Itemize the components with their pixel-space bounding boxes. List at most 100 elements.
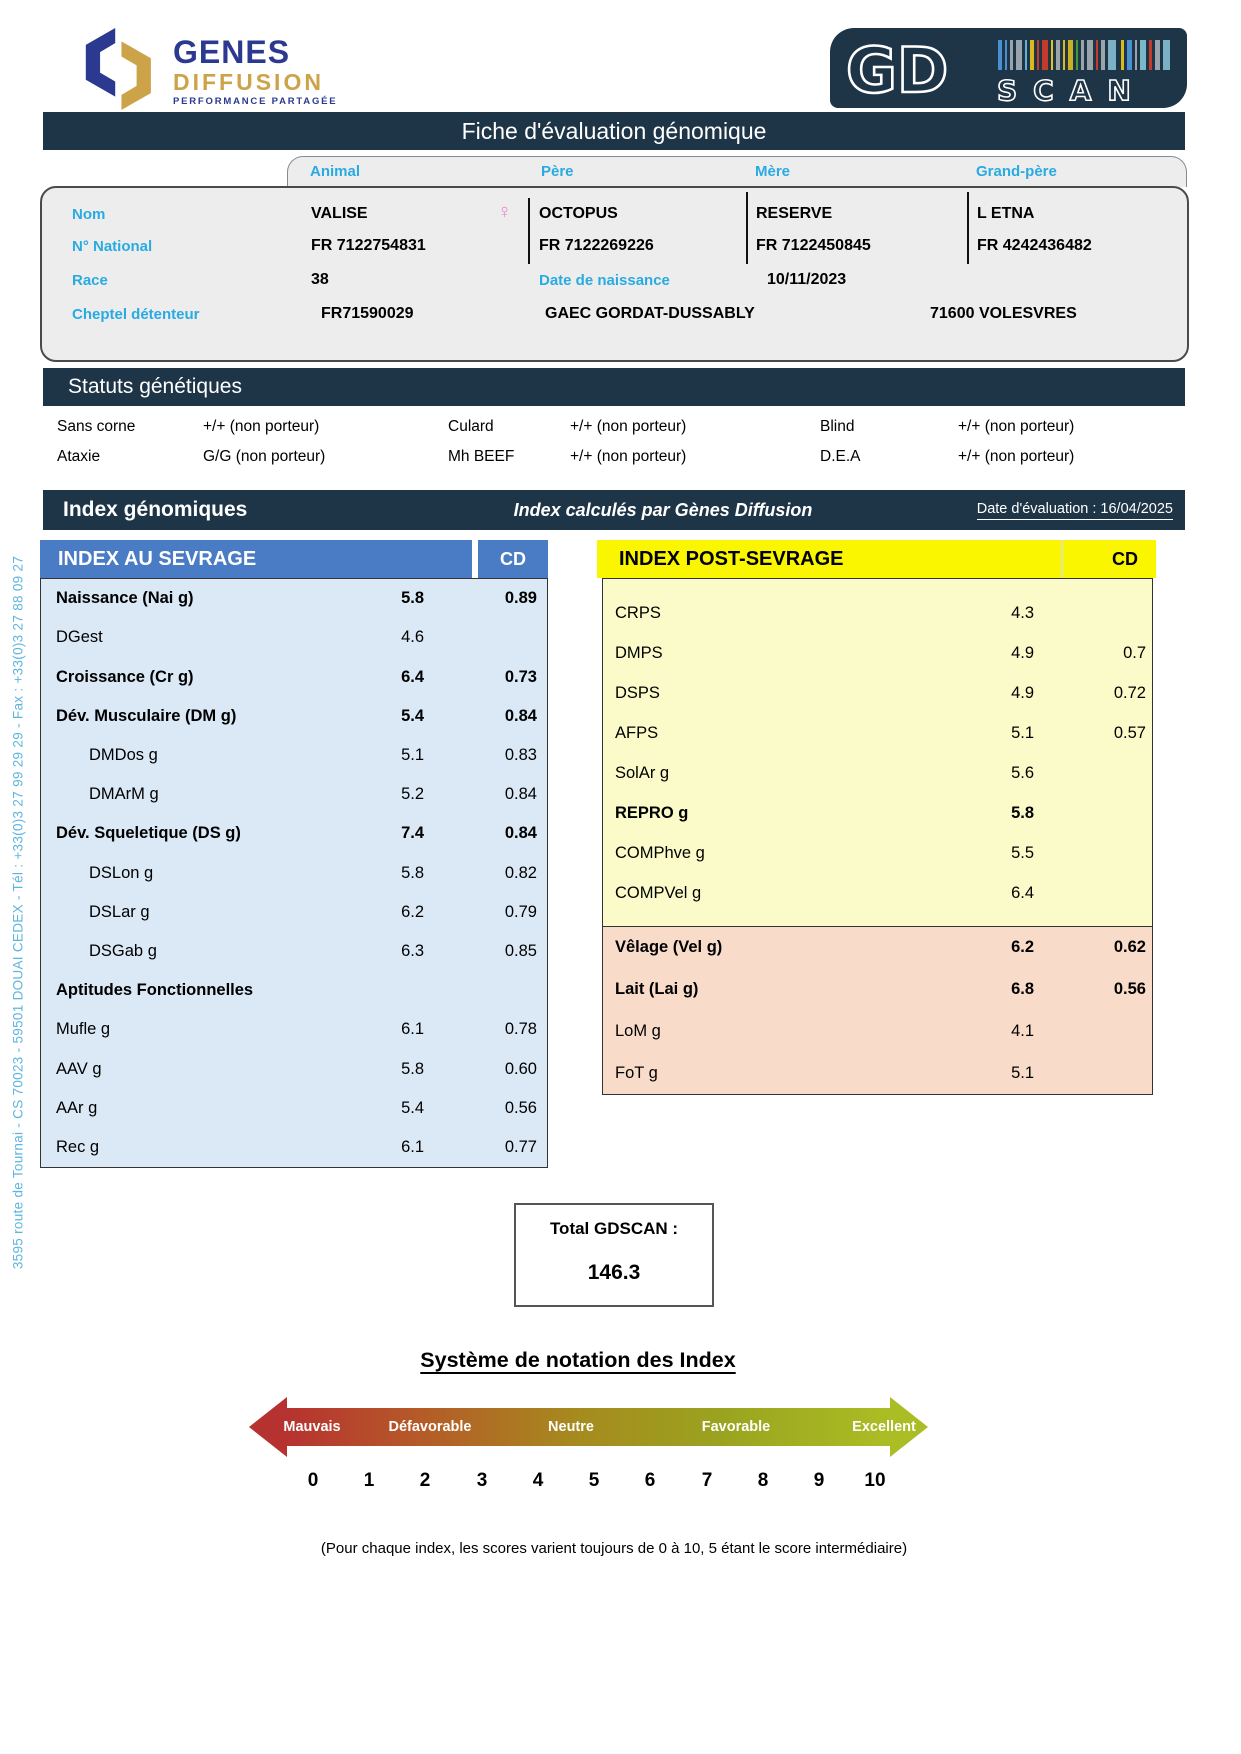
sevrage-table: Naissance (Nai g) 5.8 0.89 DGest 4.6 Croiss… <box>40 578 548 1168</box>
row-value: 5.8 <box>401 863 424 882</box>
row-value: 6.3 <box>401 941 424 960</box>
post-sevrage-pink-section: Vêlage (Vel g) 6.2 0.62 Lait (Lai g) 6.8 0.5… <box>603 926 1152 1094</box>
arrow-label: Mauvais <box>283 1419 341 1435</box>
statut-label: Blind <box>820 418 855 435</box>
genes-diffusion-logo: GENES DIFFUSION PERFORMANCE PARTAGÉE <box>75 28 337 115</box>
table-row: Aptitudes Fonctionnelles <box>41 971 547 1010</box>
row-label: AAV g <box>56 1059 102 1078</box>
gdscan-logo: GD SCAN <box>830 28 1187 108</box>
statut-value: +/+ (non porteur) <box>570 448 687 465</box>
label-cheptel: Cheptel détenteur <box>72 306 200 323</box>
row-label: FoT g <box>615 1063 658 1082</box>
barcode-icon <box>998 40 1170 70</box>
pedigree-col-mere: Mère <box>755 163 791 180</box>
post-sevrage-title: INDEX POST-SEVRAGE <box>619 547 844 570</box>
row-label: DMDos g <box>89 745 158 764</box>
brand-tagline-text: PERFORMANCE PARTAGÉE <box>173 95 338 107</box>
total-gdscan-box: Total GDSCAN : 146.3 <box>514 1203 714 1307</box>
table-row: AAr g 5.4 0.56 <box>41 1089 547 1128</box>
scale-number: 0 <box>307 1470 319 1491</box>
index-banner-subtitle: Index calculés par Gènes Diffusion <box>513 499 813 520</box>
table-row: DSLon g 5.8 0.82 <box>41 853 547 892</box>
statut-label: Ataxie <box>57 448 101 465</box>
arrow-left-head <box>249 1397 287 1457</box>
animal-info-box: Nom VALISE ♀ OCTOPUS RESERVE L ETNA N° N… <box>40 186 1189 362</box>
mere-nom: RESERVE <box>756 205 833 222</box>
label-race: Race <box>72 272 108 289</box>
row-label: CRPS <box>615 603 661 622</box>
arrow-label: Défavorable <box>388 1419 472 1435</box>
row-cd: 0.56 <box>504 1098 537 1117</box>
animal-race: 38 <box>311 271 329 288</box>
statuts-row: Ataxie G/G (non porteur) Mh BEEF +/+ (no… <box>0 448 1241 474</box>
arrow-label: Neutre <box>548 1419 594 1435</box>
table-row: Vêlage (Vel g) 6.2 0.62 <box>603 927 1152 969</box>
pedigree-col-pere: Père <box>541 163 574 180</box>
table-row: Mufle g 6.1 0.78 <box>41 1010 547 1049</box>
row-label: LoM g <box>615 1021 661 1040</box>
cheptel-localite: 71600 VOLESVRES <box>930 305 1077 322</box>
pere-national: FR 7122269226 <box>539 237 654 254</box>
row-value: 5.5 <box>1011 843 1034 862</box>
row-label: AFPS <box>615 723 659 742</box>
row-label: COMPhve g <box>615 843 705 862</box>
scale-number: 3 <box>476 1470 488 1491</box>
row-label: DSLar g <box>89 902 150 921</box>
scale-number: 10 <box>864 1470 886 1491</box>
row-value: 4.9 <box>1011 643 1034 662</box>
notation-footnote: (Pour chaque index, les scores varient t… <box>320 1540 908 1557</box>
page-title: Fiche d'évaluation génomique <box>461 117 767 144</box>
arrow-right-head <box>890 1397 928 1457</box>
mere-national: FR 7122450845 <box>756 237 871 254</box>
row-value: 5.1 <box>401 745 424 764</box>
post-sevrage-yellow-section: CRPS 4.3 DMPS 4.9 0.7 DSPS 4.9 0.72 AFPS 5.1 0.… <box>603 579 1152 926</box>
sevrage-title: INDEX AU SEVRAGE <box>58 547 257 570</box>
table-row: LoM g 4.1 <box>603 1011 1152 1053</box>
column-divider <box>528 198 530 264</box>
row-value: 5.8 <box>1011 803 1034 822</box>
table-row: Dév. Squeletique (DS g) 7.4 0.84 <box>41 814 547 853</box>
row-cd: 0.7 <box>1123 643 1146 662</box>
row-value: 5.1 <box>1011 723 1034 742</box>
pedigree-col-animal: Animal <box>310 163 361 180</box>
cheptel-numero: FR71590029 <box>321 305 414 322</box>
row-label: COMPVel g <box>615 883 702 902</box>
table-row: SolAr g 5.6 <box>603 753 1152 793</box>
row-label: REPRO g <box>615 803 689 822</box>
pere-nom: OCTOPUS <box>539 205 618 222</box>
gd-hexagon-icon <box>75 28 159 115</box>
pedigree-col-grand-pere: Grand-père <box>976 163 1057 180</box>
row-label: SolAr g <box>615 763 670 782</box>
rating-arrow <box>285 1408 890 1446</box>
row-cd: 0.57 <box>1113 723 1146 742</box>
statut-value: +/+ (non porteur) <box>203 418 320 435</box>
statuts-row: Sans corne +/+ (non porteur) Culard +/+ … <box>0 418 1241 444</box>
row-cd: 0.77 <box>504 1137 537 1156</box>
row-value: 5.1 <box>1011 1063 1034 1082</box>
row-value: 6.4 <box>1011 883 1034 902</box>
grand-pere-national: FR 4242436482 <box>977 237 1092 254</box>
post-sevrage-header: INDEX POST-SEVRAGE CD <box>597 540 1156 578</box>
table-row: DSGab g 6.3 0.85 <box>41 932 547 971</box>
row-cd: 0.79 <box>504 902 537 921</box>
row-value: 6.1 <box>401 1020 424 1039</box>
table-row: Rec g 6.1 0.77 <box>41 1128 547 1167</box>
table-row: AAV g 5.8 0.60 <box>41 1049 547 1088</box>
evaluation-date: Date d'évaluation : 16/04/2025 <box>976 501 1173 520</box>
row-label: Mufle g <box>56 1020 111 1039</box>
row-value: 5.2 <box>401 785 424 804</box>
address-sidebar-text: 3595 route de Tournai - CS 70023 - 59501… <box>10 555 26 1270</box>
statut-label: Mh BEEF <box>448 448 515 465</box>
notation-title: Système de notation des Index <box>420 1348 736 1372</box>
table-row: Lait (Lai g) 6.8 0.56 <box>603 969 1152 1011</box>
row-value: 5.8 <box>401 589 424 608</box>
table-row: DSPS 4.9 0.72 <box>603 673 1152 713</box>
table-row: REPRO g 5.8 <box>603 793 1152 833</box>
row-cd: 0.84 <box>504 824 537 843</box>
row-cd: 0.82 <box>504 863 537 882</box>
sevrage-header: INDEX AU SEVRAGE <box>40 540 472 578</box>
statut-label: D.E.A <box>820 448 861 465</box>
table-row: COMPVel g 6.4 <box>603 873 1152 913</box>
row-label: DGest <box>56 628 103 647</box>
